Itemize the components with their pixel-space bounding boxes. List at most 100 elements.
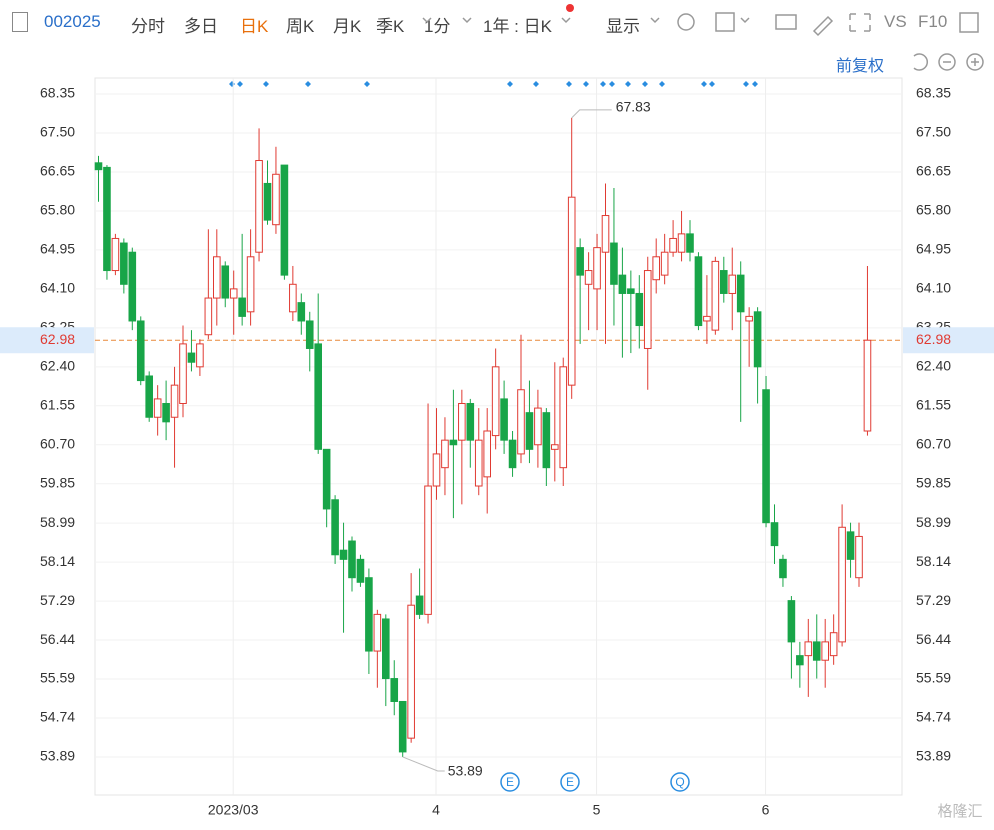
candle-body — [686, 233, 694, 253]
layout-icon — [715, 12, 735, 32]
candle-body — [483, 430, 491, 478]
adjust-button[interactable]: 前复权 — [836, 58, 885, 75]
y-tick-label: 61.55 — [40, 396, 75, 412]
candle-body — [289, 283, 297, 313]
candle-body — [584, 270, 593, 285]
candle-body — [821, 641, 830, 661]
candle-body — [103, 166, 111, 272]
candle-body — [855, 535, 863, 579]
candle-body — [382, 618, 390, 680]
candle-body — [356, 558, 365, 583]
y-tick-label: 53.89 — [40, 748, 75, 764]
sidebar-toggle[interactable] — [12, 12, 28, 32]
candle-body — [838, 526, 846, 643]
zoom-in-icon — [966, 53, 984, 71]
tab[interactable]: 月K — [333, 17, 362, 36]
last-price-label: 62.98 — [40, 331, 75, 347]
red-dot — [566, 4, 574, 12]
candle-body — [145, 375, 153, 418]
candle-body — [348, 540, 356, 579]
candle-body — [365, 577, 373, 652]
candle-body — [170, 384, 179, 418]
tab-active[interactable]: 日K — [240, 17, 269, 36]
y-tick-label-right: 59.85 — [916, 474, 951, 490]
max-leader — [571, 109, 612, 119]
candle-body — [238, 297, 246, 317]
y-tick-label: 55.59 — [40, 670, 75, 686]
y-tick-label-right: 62.40 — [916, 358, 951, 374]
stock-code[interactable]: 002025 — [44, 12, 101, 31]
settings-icon — [677, 13, 695, 31]
y-tick-label-right: 61.55 — [916, 396, 951, 412]
tab[interactable]: 分时 — [131, 17, 165, 36]
x-tick-label: 6 — [762, 802, 770, 818]
y-tick-label-right: 66.65 — [916, 163, 951, 179]
candle-body — [398, 700, 407, 753]
candle-body — [179, 343, 187, 404]
tab[interactable]: 周K — [286, 17, 315, 36]
tab[interactable]: 多日 — [184, 17, 218, 36]
f10-button[interactable]: F10 — [918, 12, 948, 31]
y-tick-label: 59.85 — [40, 474, 75, 490]
candle-body — [711, 260, 720, 331]
candle-body — [618, 274, 627, 294]
zoom-signs — [943, 58, 979, 66]
range-select[interactable]: 1年 : 日K — [483, 17, 552, 36]
y-tick-label-right: 67.50 — [916, 124, 951, 140]
candle-body — [787, 600, 796, 643]
candle-body — [728, 274, 737, 294]
candle-body — [660, 251, 669, 276]
candle-body — [322, 448, 331, 510]
y-tick-label-right: 64.95 — [916, 241, 951, 257]
candle-body — [272, 173, 280, 226]
event-label: Q — [675, 775, 684, 789]
y-tick-label: 60.70 — [40, 435, 75, 451]
fullscreen-icon — [849, 13, 871, 32]
y-tick-label-right: 60.70 — [916, 435, 951, 451]
candle-body — [390, 678, 399, 702]
candle-body — [255, 160, 263, 253]
candle-body — [204, 297, 213, 336]
last-price-label-right: 62.98 — [916, 331, 951, 347]
y-tick-label: 63.25 — [40, 319, 75, 335]
x-tick-label: 4 — [432, 802, 440, 818]
candle-body — [601, 215, 610, 253]
last-price-tag — [0, 327, 94, 354]
y-tick-label-right: 56.44 — [916, 631, 951, 647]
tab[interactable]: 季K — [376, 17, 405, 36]
undo-icon — [913, 53, 929, 71]
candle-body — [94, 162, 103, 171]
candle-body — [567, 196, 576, 386]
panel-icon — [959, 12, 979, 33]
candle-body — [534, 407, 542, 446]
x-tick-label: 5 — [593, 802, 601, 818]
candle-body — [643, 270, 652, 349]
y-tick-label-right: 54.74 — [916, 709, 951, 725]
minute-select[interactable]: 1分 — [424, 17, 451, 36]
plot-frame — [94, 77, 903, 796]
signal-diamonds — [229, 81, 758, 87]
event-marker — [670, 772, 690, 792]
display-menu[interactable]: 显示 — [606, 17, 640, 36]
candle-body — [829, 632, 838, 657]
event-marker — [560, 772, 580, 792]
candle-body — [559, 366, 568, 469]
camera-icon — [775, 14, 797, 30]
x-tick-label: 2023/03 — [208, 802, 259, 818]
candle-body — [779, 558, 787, 579]
candle-body — [263, 182, 272, 221]
candle-body — [441, 439, 449, 469]
candle-body — [525, 412, 534, 450]
y-tick-label-right: 63.25 — [916, 319, 951, 335]
max-label: 67.83 — [616, 99, 651, 115]
candle-body — [762, 389, 770, 524]
last-price-tag — [903, 327, 994, 354]
y-tick-label: 65.80 — [40, 202, 75, 218]
pen-icon — [812, 15, 834, 37]
y-tick-label: 54.74 — [40, 709, 75, 725]
vs-button[interactable]: VS — [884, 12, 907, 31]
candle-body — [542, 412, 551, 469]
candle-body — [846, 531, 855, 560]
y-tick-label-right: 55.59 — [916, 670, 951, 686]
